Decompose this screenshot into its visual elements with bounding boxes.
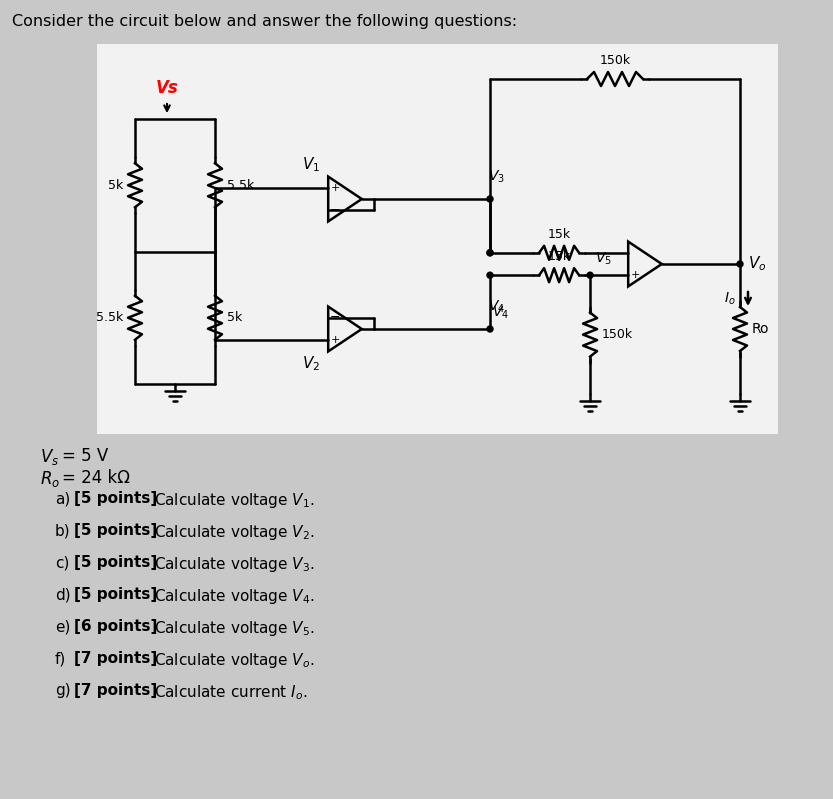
Text: $V_1$: $V_1$ bbox=[302, 155, 320, 174]
Text: [7 points]: [7 points] bbox=[74, 683, 157, 698]
Text: +: + bbox=[331, 336, 340, 345]
Text: $V_4$: $V_4$ bbox=[492, 304, 509, 321]
Text: [5 points]: [5 points] bbox=[74, 555, 157, 570]
Text: 5.5k: 5.5k bbox=[227, 179, 254, 192]
Circle shape bbox=[487, 196, 493, 202]
Text: 150k: 150k bbox=[602, 328, 633, 341]
Text: g): g) bbox=[55, 683, 71, 698]
Text: +: + bbox=[631, 270, 640, 280]
Text: Consider the circuit below and answer the following questions:: Consider the circuit below and answer th… bbox=[12, 14, 517, 29]
Text: 150k: 150k bbox=[600, 54, 631, 67]
Text: $V_s$: $V_s$ bbox=[40, 447, 59, 467]
Text: $V_3$: $V_3$ bbox=[488, 169, 505, 185]
Text: $V_4$: $V_4$ bbox=[488, 299, 505, 315]
Text: Calculate voltage $V_2$.: Calculate voltage $V_2$. bbox=[154, 523, 315, 542]
Text: Calculate voltage $V_3$.: Calculate voltage $V_3$. bbox=[154, 555, 315, 574]
Text: Calculate voltage $V_o$.: Calculate voltage $V_o$. bbox=[154, 651, 315, 670]
Text: Calculate voltage $V_1$.: Calculate voltage $V_1$. bbox=[154, 491, 315, 510]
Text: a): a) bbox=[55, 491, 70, 506]
Text: Ro: Ro bbox=[752, 322, 770, 336]
Text: e): e) bbox=[55, 619, 70, 634]
Text: $V_o$: $V_o$ bbox=[748, 255, 766, 273]
Text: Calculate voltage $V_4$.: Calculate voltage $V_4$. bbox=[154, 587, 315, 606]
Text: [7 points]: [7 points] bbox=[74, 651, 157, 666]
Text: −: − bbox=[330, 204, 341, 217]
Text: [5 points]: [5 points] bbox=[74, 523, 157, 538]
Text: [6 points]: [6 points] bbox=[74, 619, 157, 634]
Text: b): b) bbox=[55, 523, 71, 538]
Text: $V_2$: $V_2$ bbox=[302, 354, 320, 373]
Text: = 24 kΩ: = 24 kΩ bbox=[62, 469, 130, 487]
Text: 5k: 5k bbox=[107, 179, 123, 192]
Circle shape bbox=[487, 250, 493, 256]
Text: $I_o$: $I_o$ bbox=[725, 291, 736, 307]
Text: 5k: 5k bbox=[227, 312, 242, 324]
Circle shape bbox=[487, 272, 493, 278]
Text: [5 points]: [5 points] bbox=[74, 491, 157, 506]
Circle shape bbox=[587, 272, 593, 278]
Circle shape bbox=[737, 261, 743, 267]
Text: Calculate voltage $V_5$.: Calculate voltage $V_5$. bbox=[154, 619, 315, 638]
Text: $R_o$: $R_o$ bbox=[40, 469, 60, 489]
Text: d): d) bbox=[55, 587, 71, 602]
Text: −: − bbox=[330, 312, 341, 324]
Text: [5 points]: [5 points] bbox=[74, 587, 157, 602]
Text: $V_5$: $V_5$ bbox=[595, 251, 612, 267]
Text: Calculate current $I_o$.: Calculate current $I_o$. bbox=[154, 683, 307, 702]
Text: = 5 V: = 5 V bbox=[62, 447, 108, 465]
Text: +: + bbox=[331, 183, 340, 193]
Text: 15k: 15k bbox=[547, 250, 571, 263]
Circle shape bbox=[487, 326, 493, 332]
Text: c): c) bbox=[55, 555, 69, 570]
Bar bbox=[97, 44, 778, 434]
Text: f): f) bbox=[55, 651, 67, 666]
Circle shape bbox=[487, 250, 493, 256]
Text: 15k: 15k bbox=[547, 228, 571, 240]
Text: 5.5k: 5.5k bbox=[96, 312, 123, 324]
Text: Vs: Vs bbox=[156, 79, 178, 97]
